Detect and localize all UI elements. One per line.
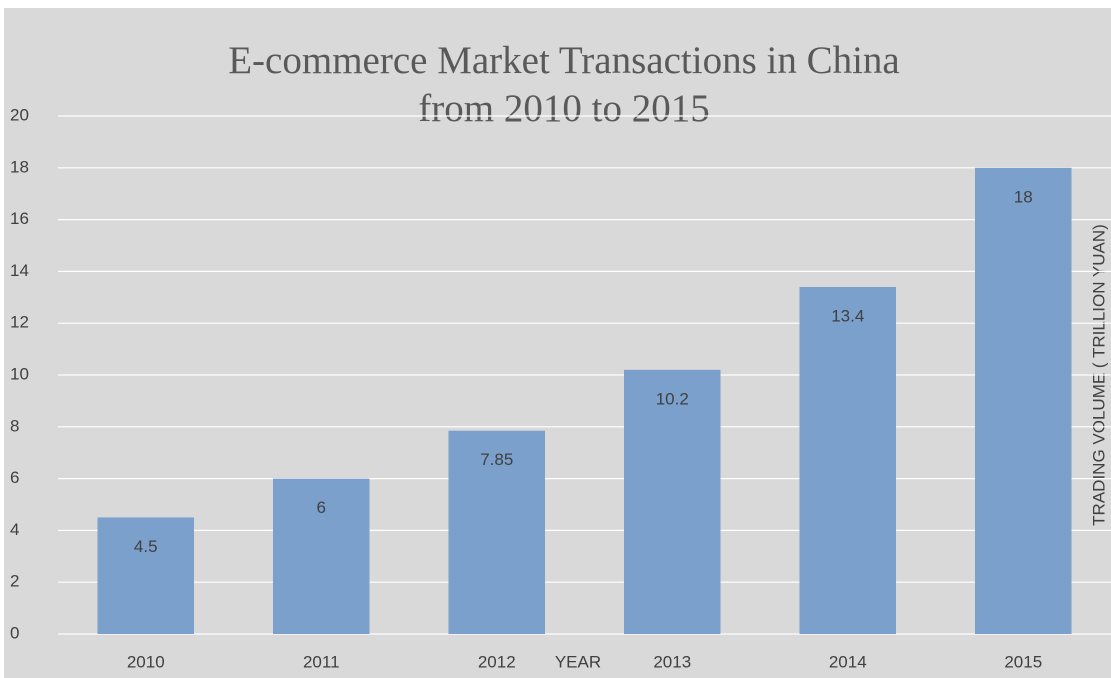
y-tick-label: 20 (10, 105, 29, 124)
y-tick-label: 4 (10, 520, 19, 539)
bar (448, 430, 546, 634)
data-label: 13.4 (831, 306, 864, 325)
y-tick-label: 8 (10, 416, 19, 435)
y-tick-label: 14 (10, 261, 29, 280)
x-tick-label: 2011 (303, 652, 340, 671)
x-tick-label: 2015 (1004, 652, 1042, 671)
data-label: 10.2 (656, 389, 689, 408)
x-axis-label: YEAR (555, 652, 601, 671)
y-tick-label: 18 (10, 157, 29, 176)
x-tick-label: 2012 (478, 652, 516, 671)
data-label: 6 (317, 498, 326, 517)
bar (799, 286, 897, 634)
bar (97, 517, 195, 634)
y-tick-label: 2 (10, 572, 19, 591)
bar (974, 167, 1072, 635)
bar (272, 478, 370, 634)
y-tick-label: 6 (10, 468, 19, 487)
y-tick-label: 10 (10, 364, 29, 383)
y-tick-label: 12 (10, 313, 29, 332)
bar (623, 369, 721, 634)
chart-title: from 2010 to 2015 (418, 87, 709, 130)
data-label: 18 (1014, 187, 1033, 206)
chart-title: E-commerce Market Transactions in China (228, 39, 900, 82)
y-tick-label: 16 (10, 209, 29, 228)
data-label: 7.85 (480, 450, 513, 469)
y-tick-label: 0 (10, 623, 19, 642)
x-tick-label: 2014 (829, 652, 867, 671)
x-tick-label: 2010 (127, 652, 165, 671)
x-tick-label: 2013 (653, 652, 691, 671)
data-label: 4.5 (134, 537, 158, 556)
